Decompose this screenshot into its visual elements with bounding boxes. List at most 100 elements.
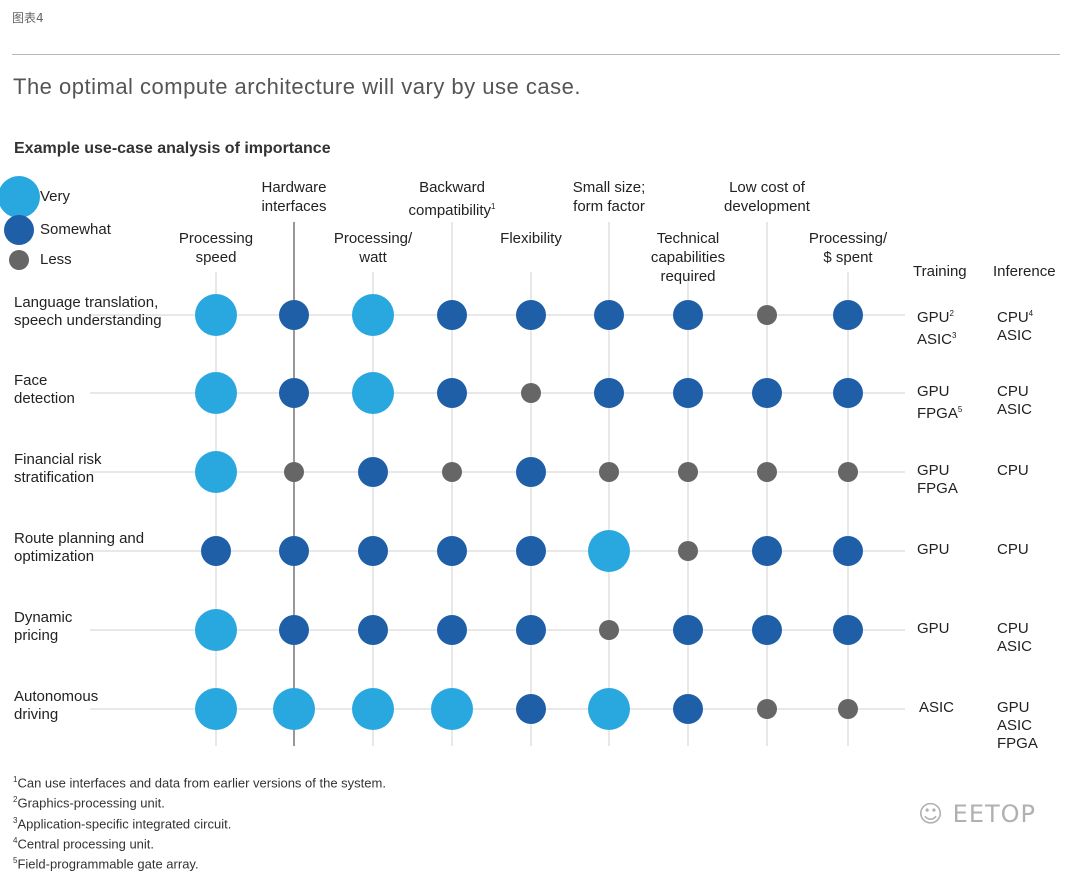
architecture-item: GPU (917, 620, 950, 638)
architecture-name: GPU (917, 383, 950, 400)
column-header-6: Small size; form factor (572, 179, 646, 215)
column-header-2: Hardware interfaces (261, 179, 327, 215)
training-header: Training (913, 263, 967, 280)
column-header-4: Backward compatibility1 (408, 179, 496, 219)
footnote-1: 1Can use interfaces and data from earlie… (13, 771, 386, 791)
architecture-name: FPGA (997, 735, 1038, 752)
importance-dot (516, 536, 546, 566)
row-label-5: Dynamic pricing (14, 609, 73, 644)
importance-dot (752, 615, 782, 645)
importance-dot (437, 615, 467, 645)
architecture-name: FPGA (917, 405, 958, 422)
importance-dot (195, 688, 237, 730)
footnote-number: 2 (13, 795, 18, 805)
importance-dot (437, 378, 467, 408)
training-cell-6: ASIC (919, 699, 954, 717)
column-header-8: Low cost of development (724, 179, 810, 215)
wechat-icon: ☺ (918, 800, 945, 828)
importance-dot (352, 688, 394, 730)
row-label-4: Route planning and optimization (14, 530, 145, 565)
watermark: ☺ EETOP (918, 800, 1036, 828)
importance-dot (752, 378, 782, 408)
importance-dot (833, 378, 863, 408)
architecture-item: ASIC (997, 401, 1032, 419)
footnote-marker: 3 (952, 331, 957, 340)
architecture-item: FPGA (997, 735, 1038, 753)
footnote-number: 3 (13, 815, 18, 825)
training-cell-4: GPU (917, 541, 950, 559)
importance-dot (279, 300, 309, 330)
footnote-4: 4Central processing unit. (13, 832, 386, 852)
architecture-item: CPU (997, 620, 1032, 638)
architecture-name: CPU (997, 383, 1029, 400)
architecture-item: ASIC3 (917, 327, 956, 349)
importance-dot (757, 305, 777, 325)
footnote-text: Application-specific integrated circuit. (17, 815, 232, 831)
architecture-name: ASIC (997, 401, 1033, 418)
legend-somewhat-label: Somewhat (40, 221, 111, 238)
importance-dot (437, 536, 467, 566)
row-label-3: Financial risk stratification (14, 451, 102, 486)
architecture-item: GPU (917, 462, 958, 480)
footnote-text: Graphics-processing unit. (17, 795, 165, 811)
row-label-1: Language translation, speech understandi… (14, 294, 162, 329)
footnote-marker: 5 (957, 405, 963, 414)
importance-dot (752, 536, 782, 566)
inference-cell-5: CPU ASIC (997, 620, 1032, 656)
watermark-text: EETOP (952, 800, 1037, 828)
importance-dot (431, 688, 473, 730)
architecture-item: CPU4 (997, 305, 1033, 327)
importance-dot (358, 615, 388, 645)
column-header-1: Processing speed (178, 230, 254, 266)
importance-dot (516, 694, 546, 724)
importance-dot (279, 615, 309, 645)
column-header-3: Processing/ watt (333, 230, 413, 266)
importance-dot (195, 294, 237, 336)
architecture-item: CPU (997, 462, 1029, 480)
importance-dot (358, 536, 388, 566)
training-cell-1: GPU2 ASIC3 (917, 305, 956, 349)
architecture-item: GPU (997, 699, 1038, 717)
importance-dot (588, 530, 630, 572)
footnotes: 1Can use interfaces and data from earlie… (13, 771, 386, 873)
training-cell-3: GPU FPGA (917, 462, 958, 498)
importance-dot (833, 300, 863, 330)
figure-tag: 图表4 (12, 11, 44, 25)
legend-less-label: Less (40, 251, 72, 268)
importance-dot (838, 462, 858, 482)
importance-dot (195, 372, 237, 414)
architecture-item: FPGA5 (917, 401, 962, 423)
legend-less-dot (9, 250, 29, 270)
importance-dot (358, 457, 388, 487)
row-label-2: Face detection (14, 372, 75, 407)
importance-dot (673, 615, 703, 645)
legend-very-label: Very (40, 188, 71, 205)
importance-dot (838, 699, 858, 719)
importance-dot (599, 620, 619, 640)
footnote-number: 5 (13, 856, 18, 866)
chart-subtitle: Example use-case analysis of importance (14, 140, 331, 157)
page-title: The optimal compute architecture will va… (13, 74, 581, 99)
training-cell-5: GPU (917, 620, 950, 638)
importance-dot (201, 536, 231, 566)
inference-cell-3: CPU (997, 462, 1029, 480)
architecture-name: GPU (917, 620, 950, 637)
architecture-name: ASIC (917, 331, 953, 348)
importance-dot (195, 609, 237, 651)
importance-dot (588, 688, 630, 730)
importance-dot (594, 378, 624, 408)
importance-dot (757, 462, 777, 482)
architecture-item: ASIC (997, 327, 1033, 345)
training-cell-2: GPU FPGA5 (917, 383, 962, 423)
importance-dot (673, 378, 703, 408)
inference-cell-2: CPU ASIC (997, 383, 1032, 419)
legend-very-dot (0, 176, 40, 218)
importance-dot (279, 536, 309, 566)
footnote-number: 4 (13, 835, 18, 845)
importance-dot (521, 383, 541, 403)
importance-dot (678, 541, 698, 561)
inference-cell-6: GPU ASIC FPGA (997, 699, 1038, 753)
architecture-item: GPU (917, 383, 962, 401)
footnote-3: 3Application-specific integrated circuit… (13, 812, 386, 832)
